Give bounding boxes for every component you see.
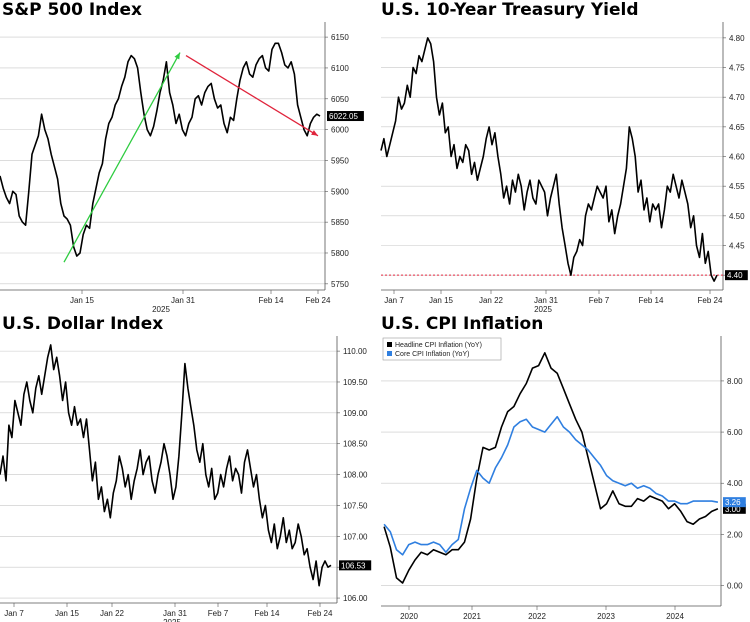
- spx-xtick-label: Feb 24: [306, 296, 331, 305]
- dxy-ytick-label: 107.50: [343, 501, 368, 510]
- dxy-series-line-0: [0, 344, 332, 587]
- spx-ytick-label: 5800: [331, 249, 349, 258]
- dxy-chart-panel: 106.00106.50107.00107.50108.00108.50109.…: [0, 311, 375, 622]
- spx-title: S&P 500 Index: [2, 0, 142, 20]
- ust10y-xtick-label: Jan 15: [429, 296, 454, 305]
- ust10y-ytick-label: 4.70: [729, 93, 745, 102]
- cpi-xtick-label: 2020: [400, 612, 418, 621]
- cpi-ytick-label: 2.00: [727, 530, 743, 539]
- spx-xtick-label: Feb 14: [259, 296, 284, 305]
- ust10y-series-line-0: [380, 37, 718, 282]
- cpi-xtick-label: 2022: [528, 612, 546, 621]
- dxy-x-sublabel: 2025: [163, 618, 181, 622]
- cpi-last-value-tag: [723, 497, 746, 508]
- cpi-legend-box: [382, 337, 502, 361]
- dxy-last-value-label: 106.53: [341, 561, 366, 570]
- spx-ytick-label: 5950: [331, 156, 349, 165]
- cpi-chart: 0.00 2.00 4.00 6.00 8.00 2020 2021 2022 2023 2024…: [381, 336, 746, 621]
- cpi-ytick-label: 4.00: [727, 479, 743, 488]
- spx-arrow-line: [185, 55, 319, 137]
- ust10y-ytick-label: 4.50: [729, 212, 745, 221]
- cpi-last-value-tag: [723, 503, 746, 514]
- cpi-ytick-label: 8.00: [727, 377, 743, 386]
- spx-last-value-tag: [327, 111, 364, 122]
- ust10y-ytick-label: 4.65: [729, 123, 745, 132]
- cpi-last-value-label: 3.00: [725, 505, 741, 514]
- dxy-ytick-label: 108.50: [343, 440, 368, 449]
- dxy-xtick-label: Jan 31: [163, 609, 188, 618]
- spx-series-line-0: [0, 42, 321, 257]
- cpi-legend-swatch: [387, 342, 392, 347]
- ust10y-x-sublabel: 2025: [534, 305, 552, 314]
- dxy-xtick-label: Feb 14: [255, 609, 280, 618]
- cpi-legend-swatch: [387, 351, 392, 356]
- spx-arrow-head: [174, 52, 180, 60]
- dxy-ytick-label: 109.00: [343, 409, 368, 418]
- spx-ytick-label: 6100: [331, 64, 349, 73]
- dxy-last-value-tag: [339, 560, 372, 571]
- dxy-xtick-label: Jan 7: [4, 609, 24, 618]
- ust10y-chart: 4.40 4.45 4.50 4.55 4.60 4.65 4.70 4.75 4.80 Jan …: [380, 22, 748, 314]
- ust10y-ytick-label: 4.60: [729, 153, 745, 162]
- ust10y-ytick-label: 4.75: [729, 64, 745, 73]
- cpi-xtick-label: 2024: [666, 612, 684, 621]
- ust10y-ytick-label: 4.80: [729, 34, 745, 43]
- dxy-ytick-label: 107.00: [343, 532, 368, 541]
- spx-chart-panel: 5750 5800 5850 5900 5950 6000 6050 6100 6150 Jan …: [0, 0, 375, 314]
- ust10y-xtick-label: Jan 7: [384, 296, 404, 305]
- dxy-ytick-label: 106.00: [343, 594, 368, 603]
- cpi-xtick-label: 2023: [597, 612, 615, 621]
- cpi-ytick-label: 0.00: [727, 582, 743, 591]
- cpi-xtick-label: 2021: [463, 612, 481, 621]
- spx-chart: 5750 5800 5850 5900 5950 6000 6050 6100 6150 Jan …: [0, 22, 364, 314]
- ust10y-xtick-label: Feb 14: [639, 296, 664, 305]
- ust10y-ytick-label: 4.45: [729, 242, 745, 251]
- spx-xtick-label: Jan 31: [171, 296, 196, 305]
- cpi-last-value-label: 3.26: [725, 498, 741, 507]
- ust10y-chart-panel: 4.40 4.45 4.50 4.55 4.60 4.65 4.70 4.75 4.80 Jan …: [375, 0, 750, 314]
- dxy-xtick-label: Feb 24: [308, 609, 333, 618]
- cpi-legend-label: Headline CPI Inflation (YoY): [395, 342, 482, 349]
- dxy-ytick-label: 108.00: [343, 471, 368, 480]
- ust10y-xtick-label: Jan 31: [534, 296, 559, 305]
- dxy-ytick-label: 109.50: [343, 378, 368, 387]
- spx-ytick-label: 5750: [331, 280, 349, 289]
- dxy-chart: 106.00106.50107.00107.50108.00108.50109.…: [0, 336, 372, 622]
- spx-x-sublabel: 2025: [152, 305, 170, 314]
- ust10y-title: U.S. 10-Year Treasury Yield: [381, 0, 639, 20]
- cpi-legend-label: Core CPI Inflation (YoY): [395, 351, 469, 358]
- ust10y-last-value-tag: [725, 270, 748, 281]
- spx-arrow-head: [311, 130, 318, 136]
- cpi-chart-panel: 0.00 2.00 4.00 6.00 8.00 2020 2021 2022 2023 2024…: [375, 311, 750, 622]
- cpi-ytick-label: 6.00: [727, 428, 743, 437]
- dxy-title: U.S. Dollar Index: [2, 314, 164, 334]
- dxy-xtick-label: Jan 15: [55, 609, 80, 618]
- spx-xtick-label: Jan 15: [70, 296, 95, 305]
- spx-ytick-label: 5850: [331, 218, 349, 227]
- dxy-xtick-label: Jan 22: [100, 609, 125, 618]
- spx-ytick-label: 6150: [331, 33, 349, 42]
- ust10y-xtick-label: Feb 7: [589, 296, 610, 305]
- spx-arrow-line: [63, 52, 181, 263]
- spx-ytick-label: 6050: [331, 95, 349, 104]
- dxy-xtick-label: Feb 7: [208, 609, 229, 618]
- ust10y-last-value-label: 4.40: [727, 271, 743, 280]
- spx-last-value-label: 6022.05: [329, 112, 358, 121]
- cpi-series-line-1: [383, 415, 719, 556]
- ust10y-xtick-label: Jan 22: [479, 296, 504, 305]
- cpi-series-line-0: [383, 351, 719, 584]
- ust10y-ytick-label: 4.55: [729, 182, 745, 191]
- cpi-title: U.S. CPI Inflation: [381, 314, 544, 334]
- dxy-ytick-label: 110.00: [343, 347, 367, 356]
- spx-ytick-label: 6000: [331, 126, 349, 135]
- spx-ytick-label: 5900: [331, 187, 349, 196]
- ust10y-xtick-label: Feb 24: [698, 296, 723, 305]
